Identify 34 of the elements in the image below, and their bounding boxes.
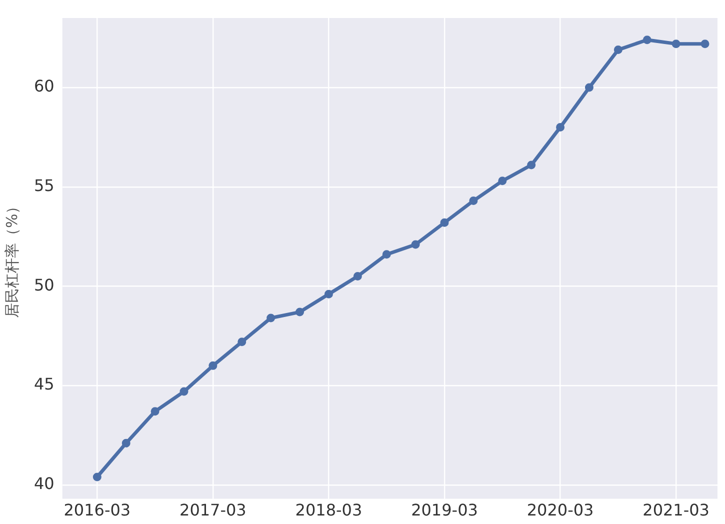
point: [469, 196, 478, 206]
point: [672, 40, 680, 48]
x-tick-label: 2019-03: [411, 500, 478, 520]
point: [353, 272, 362, 281]
x-tick-label: 2017-03: [180, 500, 246, 520]
point: [266, 314, 276, 322]
x-tick-label: 2021-03: [642, 500, 710, 520]
point: [642, 36, 652, 44]
x-tick-label: 2020-03: [526, 500, 594, 520]
point: [556, 123, 565, 132]
point: [208, 361, 218, 370]
y-tick-label: 45: [34, 374, 54, 394]
point: [440, 218, 449, 227]
point: [180, 387, 188, 396]
point: [498, 176, 507, 186]
point: [382, 250, 391, 259]
point: [700, 40, 710, 48]
point: [238, 338, 246, 346]
y-tick-label: 40: [34, 474, 54, 494]
point: [324, 290, 333, 298]
point: [122, 438, 130, 448]
point: [527, 160, 536, 170]
y-tick-label: 60: [34, 76, 54, 96]
y-tick-label: 55: [34, 176, 54, 196]
point: [411, 240, 420, 249]
y-axis-title: 居民杠杆率（%）: [2, 198, 21, 318]
point: [150, 407, 160, 416]
y-tick-label: 50: [34, 275, 54, 294]
x-tick-label: 2018-03: [295, 500, 362, 520]
x-tick-label: 2016-03: [64, 500, 131, 520]
point: [584, 83, 594, 92]
point: [614, 46, 622, 54]
point: [296, 308, 304, 316]
point: [92, 472, 102, 482]
